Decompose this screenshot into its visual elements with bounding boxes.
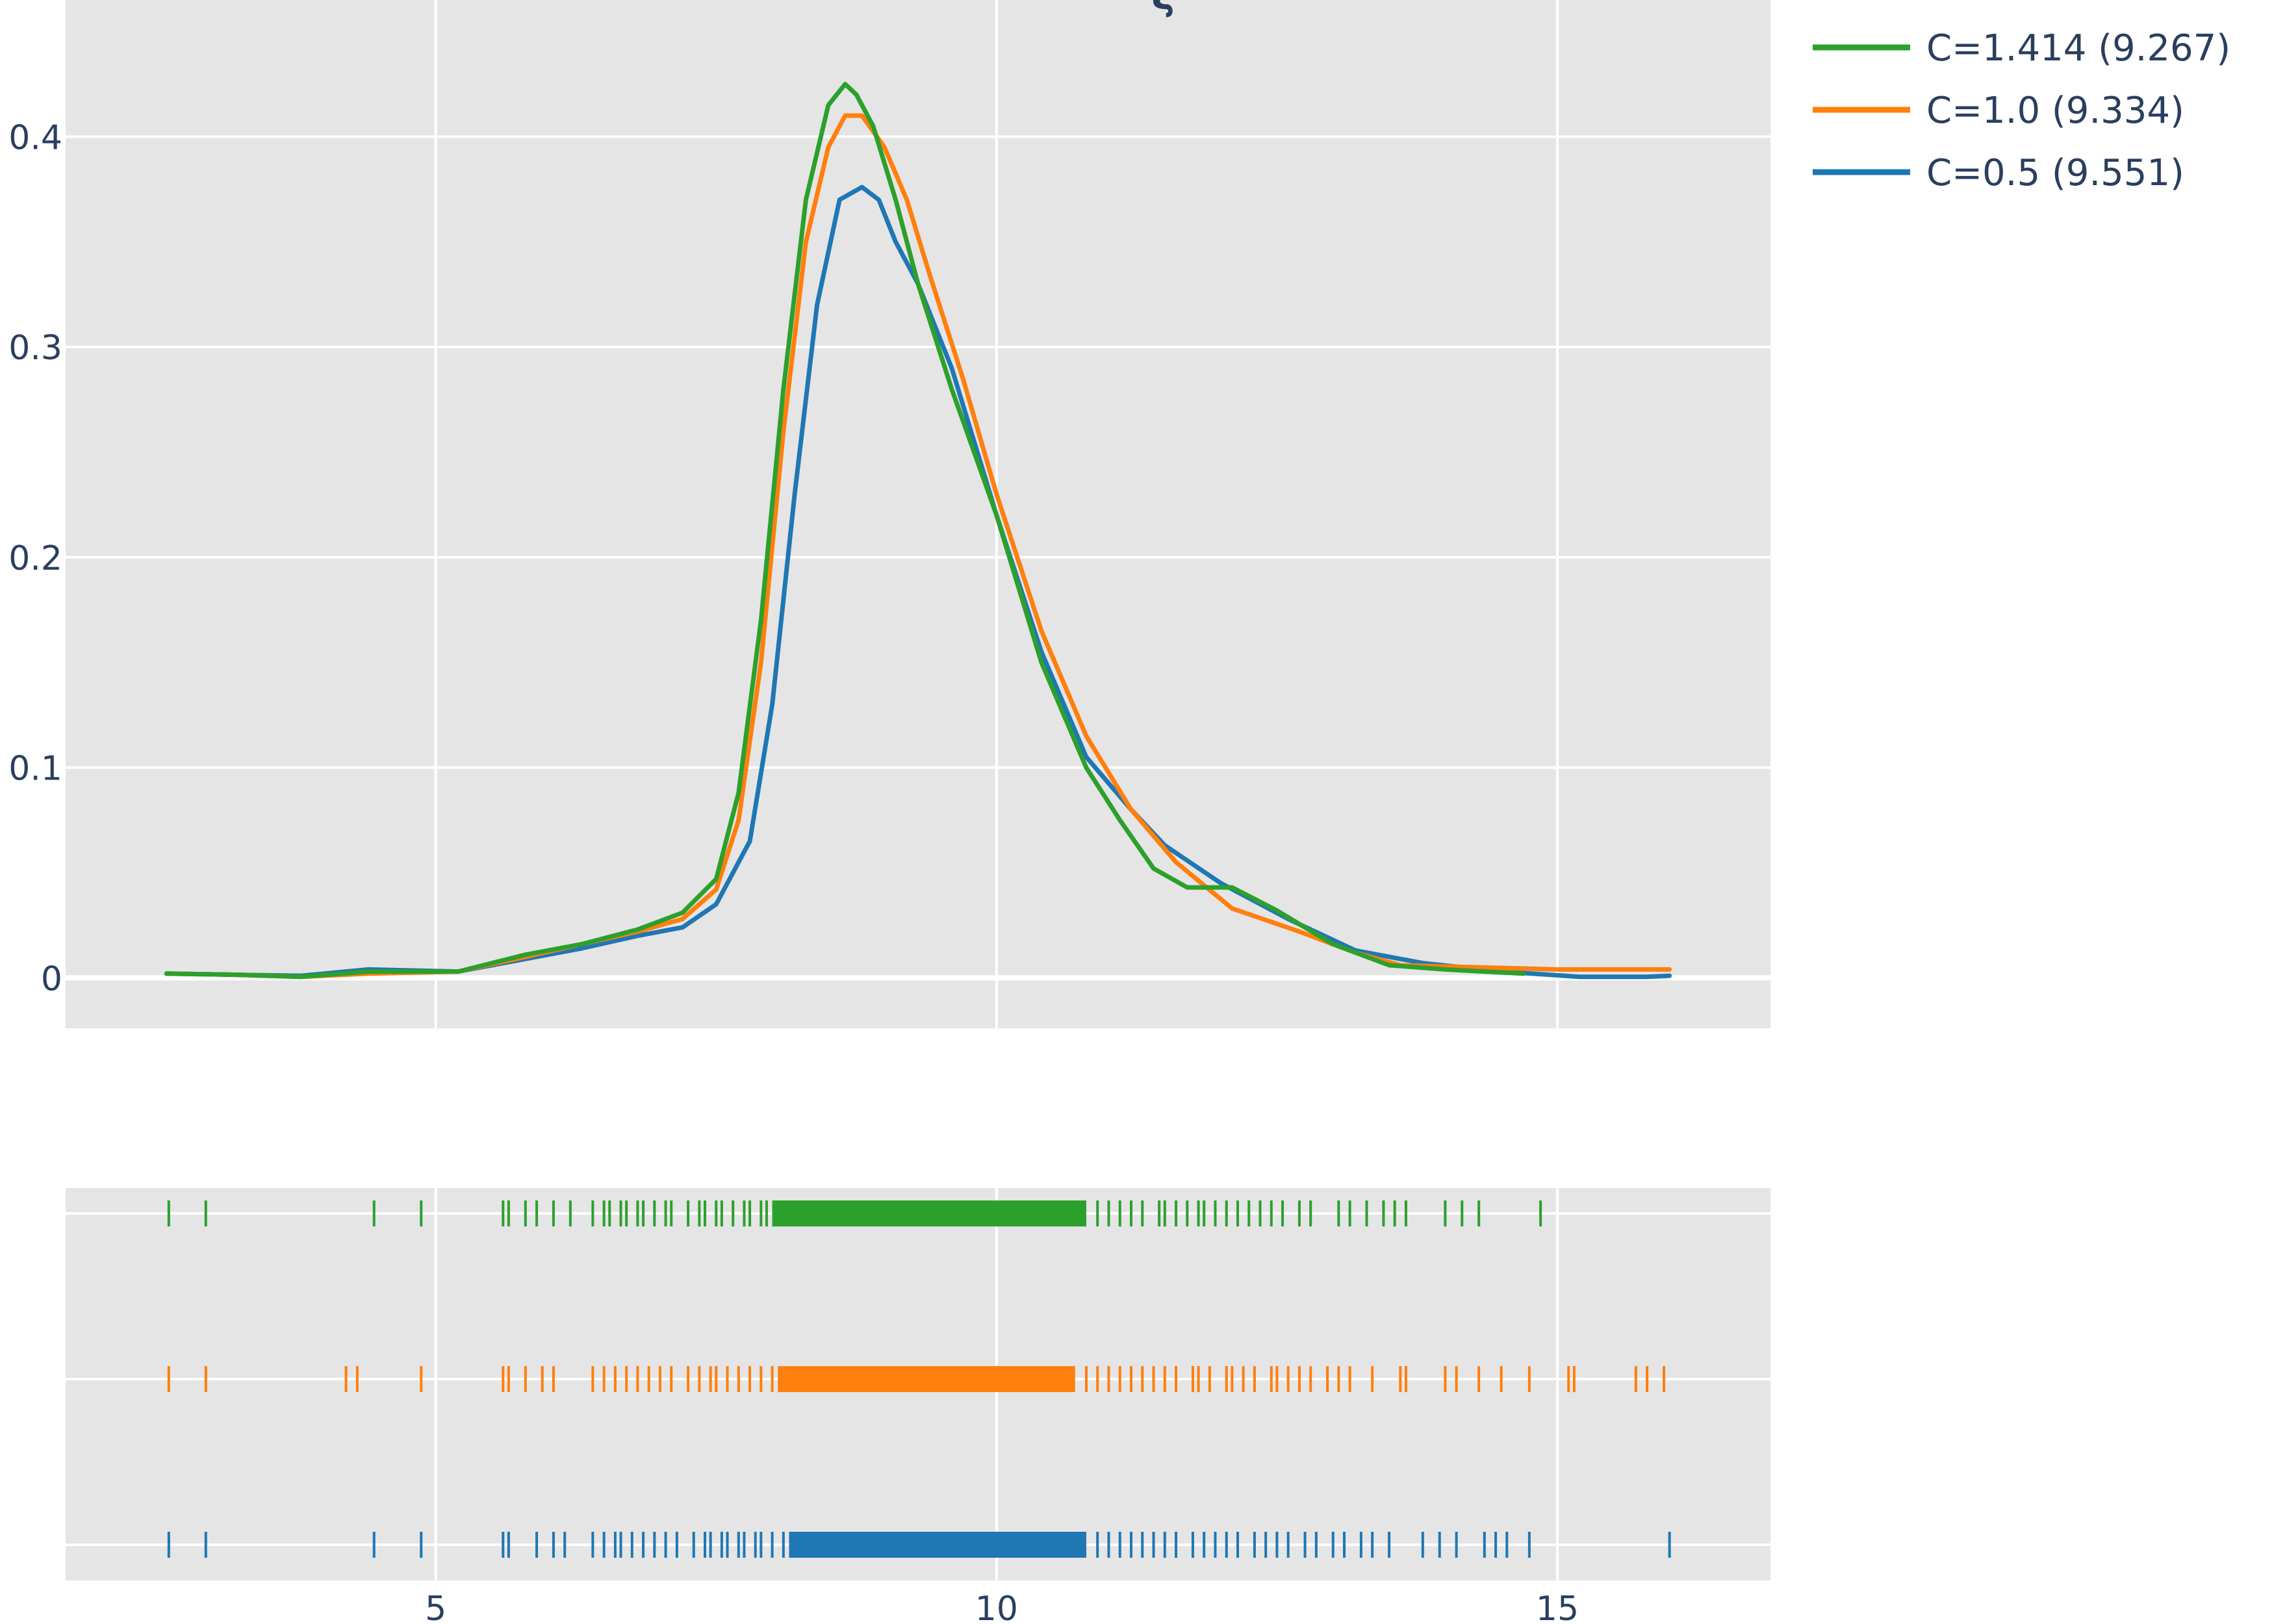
series-line-0 [164, 82, 1526, 980]
x-tick-label: 5 [425, 1590, 446, 1624]
legend[interactable]: C=1.414 (9.267) C=1.0 (9.334) C=0.5 (9.551… [1813, 27, 2230, 194]
legend-item-2[interactable]: C=0.5 (9.551) [1813, 152, 2184, 194]
rug-marks [167, 1200, 1671, 1558]
legend-label: C=1.0 (9.334) [1926, 90, 2184, 132]
y-tick-label: 0.2 [8, 539, 62, 578]
density-lines [164, 82, 1672, 980]
chart-title: ξ [1151, 0, 1174, 19]
y-tick-label: 0.1 [8, 750, 62, 789]
y-tick-label: 0 [41, 959, 62, 998]
y-axis-ticks: 0 0.1 0.2 0.3 0.4 [8, 118, 62, 998]
rug-dense-band [778, 1366, 1075, 1392]
x-tick-label: 15 [1536, 1590, 1579, 1624]
density-plot-area [66, 0, 1770, 1028]
legend-item-1[interactable]: C=1.0 (9.334) [1813, 90, 2184, 132]
y-tick-label: 0.3 [8, 329, 62, 368]
x-tick-label: 10 [975, 1590, 1018, 1624]
rug-dense-band [789, 1532, 1086, 1558]
rug-dense-band [772, 1200, 1086, 1226]
rug-series-0 [167, 1200, 1542, 1226]
series-line-2 [164, 184, 1672, 980]
legend-label: C=1.414 (9.267) [1926, 27, 2230, 70]
y-tick-label: 0.4 [8, 118, 62, 157]
legend-label: C=0.5 (9.551) [1926, 152, 2184, 194]
x-axis-ticks: 5 10 15 [425, 1590, 1579, 1624]
rug-series-2 [167, 1532, 1671, 1558]
rug-series-1 [167, 1366, 1665, 1392]
legend-item-0[interactable]: C=1.414 (9.267) [1813, 27, 2230, 70]
